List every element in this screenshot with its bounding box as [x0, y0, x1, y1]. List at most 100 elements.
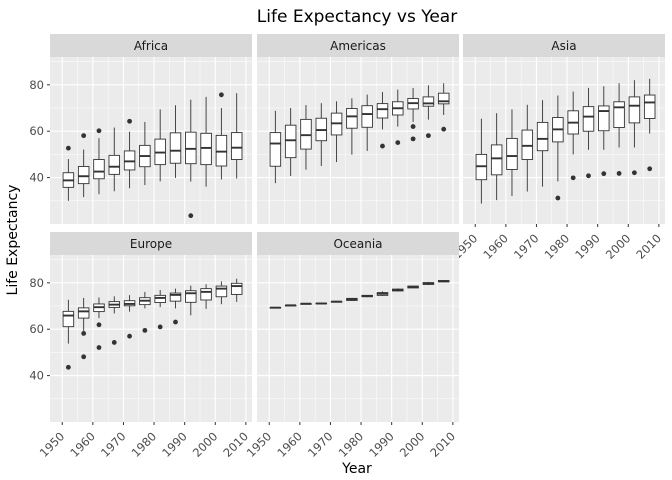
box-americas-2007 — [437, 83, 450, 132]
box-americas-1997 — [407, 88, 419, 142]
box-body — [200, 132, 212, 166]
x-tick-label: 2000 — [603, 231, 634, 262]
box-body — [169, 132, 182, 164]
box-body — [613, 101, 625, 128]
box-oceania-1967 — [315, 302, 328, 305]
y-tick-label: 60 — [29, 322, 44, 336]
outlier-point — [142, 327, 148, 333]
y-tick-label: 80 — [29, 276, 44, 290]
facet-strip — [257, 232, 459, 255]
box-asia-1997 — [613, 83, 625, 176]
box-asia-1957 — [490, 113, 503, 201]
box-oceania-1957 — [284, 304, 297, 307]
box-body — [490, 144, 503, 176]
x-tick-label: 1950 — [37, 429, 68, 460]
facet-strip — [463, 34, 665, 57]
box-africa-1967 — [108, 127, 121, 192]
box-oceania-1952 — [269, 306, 282, 309]
box-africa-2002 — [215, 92, 228, 180]
outlier-point — [65, 145, 71, 151]
box-americas-1952 — [269, 110, 282, 184]
box-body — [643, 94, 656, 119]
box-asia-2007 — [643, 78, 656, 172]
box-body — [598, 105, 610, 132]
box-body — [269, 132, 282, 167]
box-europe-2002 — [215, 281, 228, 305]
outlier-point — [65, 364, 71, 370]
box-africa-1987 — [169, 105, 182, 178]
x-tick-label: 1990 — [572, 231, 603, 262]
x-tick-label: 1980 — [542, 231, 573, 262]
box-body — [506, 137, 518, 170]
x-tick-label: 1960 — [67, 429, 98, 460]
box-africa-1997 — [200, 96, 212, 187]
box-body — [154, 294, 166, 303]
x-axis-label: Year — [341, 461, 372, 477]
box-africa-1982 — [154, 109, 166, 182]
x-tick-label: 2000 — [190, 429, 221, 460]
box-americas-1982 — [361, 94, 373, 151]
box-europe-1972 — [123, 295, 136, 339]
box-americas-1977 — [346, 98, 358, 155]
facet-strip — [50, 232, 252, 255]
outlier-point — [380, 143, 385, 149]
box-oceania-2002 — [422, 281, 435, 285]
outlier-point — [570, 175, 576, 181]
box-asia-1972 — [536, 100, 549, 187]
box-europe-1967 — [108, 296, 121, 345]
box-europe-1977 — [139, 291, 151, 333]
outlier-point — [425, 133, 431, 139]
x-tick-label: 1980 — [129, 429, 160, 460]
box-body — [230, 282, 243, 295]
box-africa-1957 — [77, 133, 90, 198]
facet-strip — [50, 34, 252, 57]
x-tick-label: 1990 — [159, 429, 190, 460]
box-africa-1977 — [139, 121, 151, 186]
facet-africa: Africa 40 60 80 — [29, 34, 252, 224]
box-body — [62, 310, 75, 328]
box-africa-1952 — [62, 145, 75, 201]
facet-strip-label: Europe — [130, 237, 172, 251]
x-tick-label: 1980 — [336, 429, 367, 460]
box-body — [582, 106, 595, 132]
facet-oceania: Oceania 1950 1960 1970 1980 1990 2000 2010 — [244, 232, 459, 460]
box-asia-1977 — [552, 95, 564, 201]
facet-strip-label: Americas — [330, 39, 386, 53]
box-europe-1997 — [200, 284, 212, 309]
outlier-point — [81, 133, 87, 139]
box-americas-1957 — [284, 108, 297, 176]
x-tick-label: 1960 — [274, 429, 305, 460]
outlier-point — [410, 124, 416, 129]
y-tick-label: 60 — [29, 124, 44, 138]
x-tick-label: 2000 — [397, 429, 428, 460]
box-body — [536, 121, 549, 152]
outlier-point — [188, 213, 194, 219]
box-body — [185, 290, 197, 303]
box-africa-1992 — [185, 99, 197, 219]
outlier-point — [157, 324, 163, 330]
box-americas-1987 — [376, 92, 389, 149]
panel-background — [257, 255, 459, 422]
outlier-point — [441, 126, 447, 132]
box-body — [93, 159, 105, 180]
box-body — [628, 96, 641, 124]
box-europe-1987 — [169, 288, 182, 325]
box-europe-1952 — [62, 299, 75, 370]
outlier-point — [127, 333, 132, 339]
x-tick-label: 1960 — [480, 231, 511, 262]
y-tick-label: 40 — [29, 171, 44, 185]
box-oceania-1997 — [407, 285, 419, 289]
box-body — [521, 129, 534, 160]
box-americas-1962 — [300, 105, 312, 170]
y-axis-label: Life Expectancy — [5, 185, 21, 296]
box-body — [346, 108, 358, 129]
box-body — [108, 154, 121, 175]
box-oceania-1987 — [376, 291, 389, 297]
box-body — [200, 288, 212, 301]
panel-background — [50, 255, 252, 422]
x-tick-label: 2010 — [220, 429, 251, 460]
box-asia-2002 — [628, 80, 641, 176]
